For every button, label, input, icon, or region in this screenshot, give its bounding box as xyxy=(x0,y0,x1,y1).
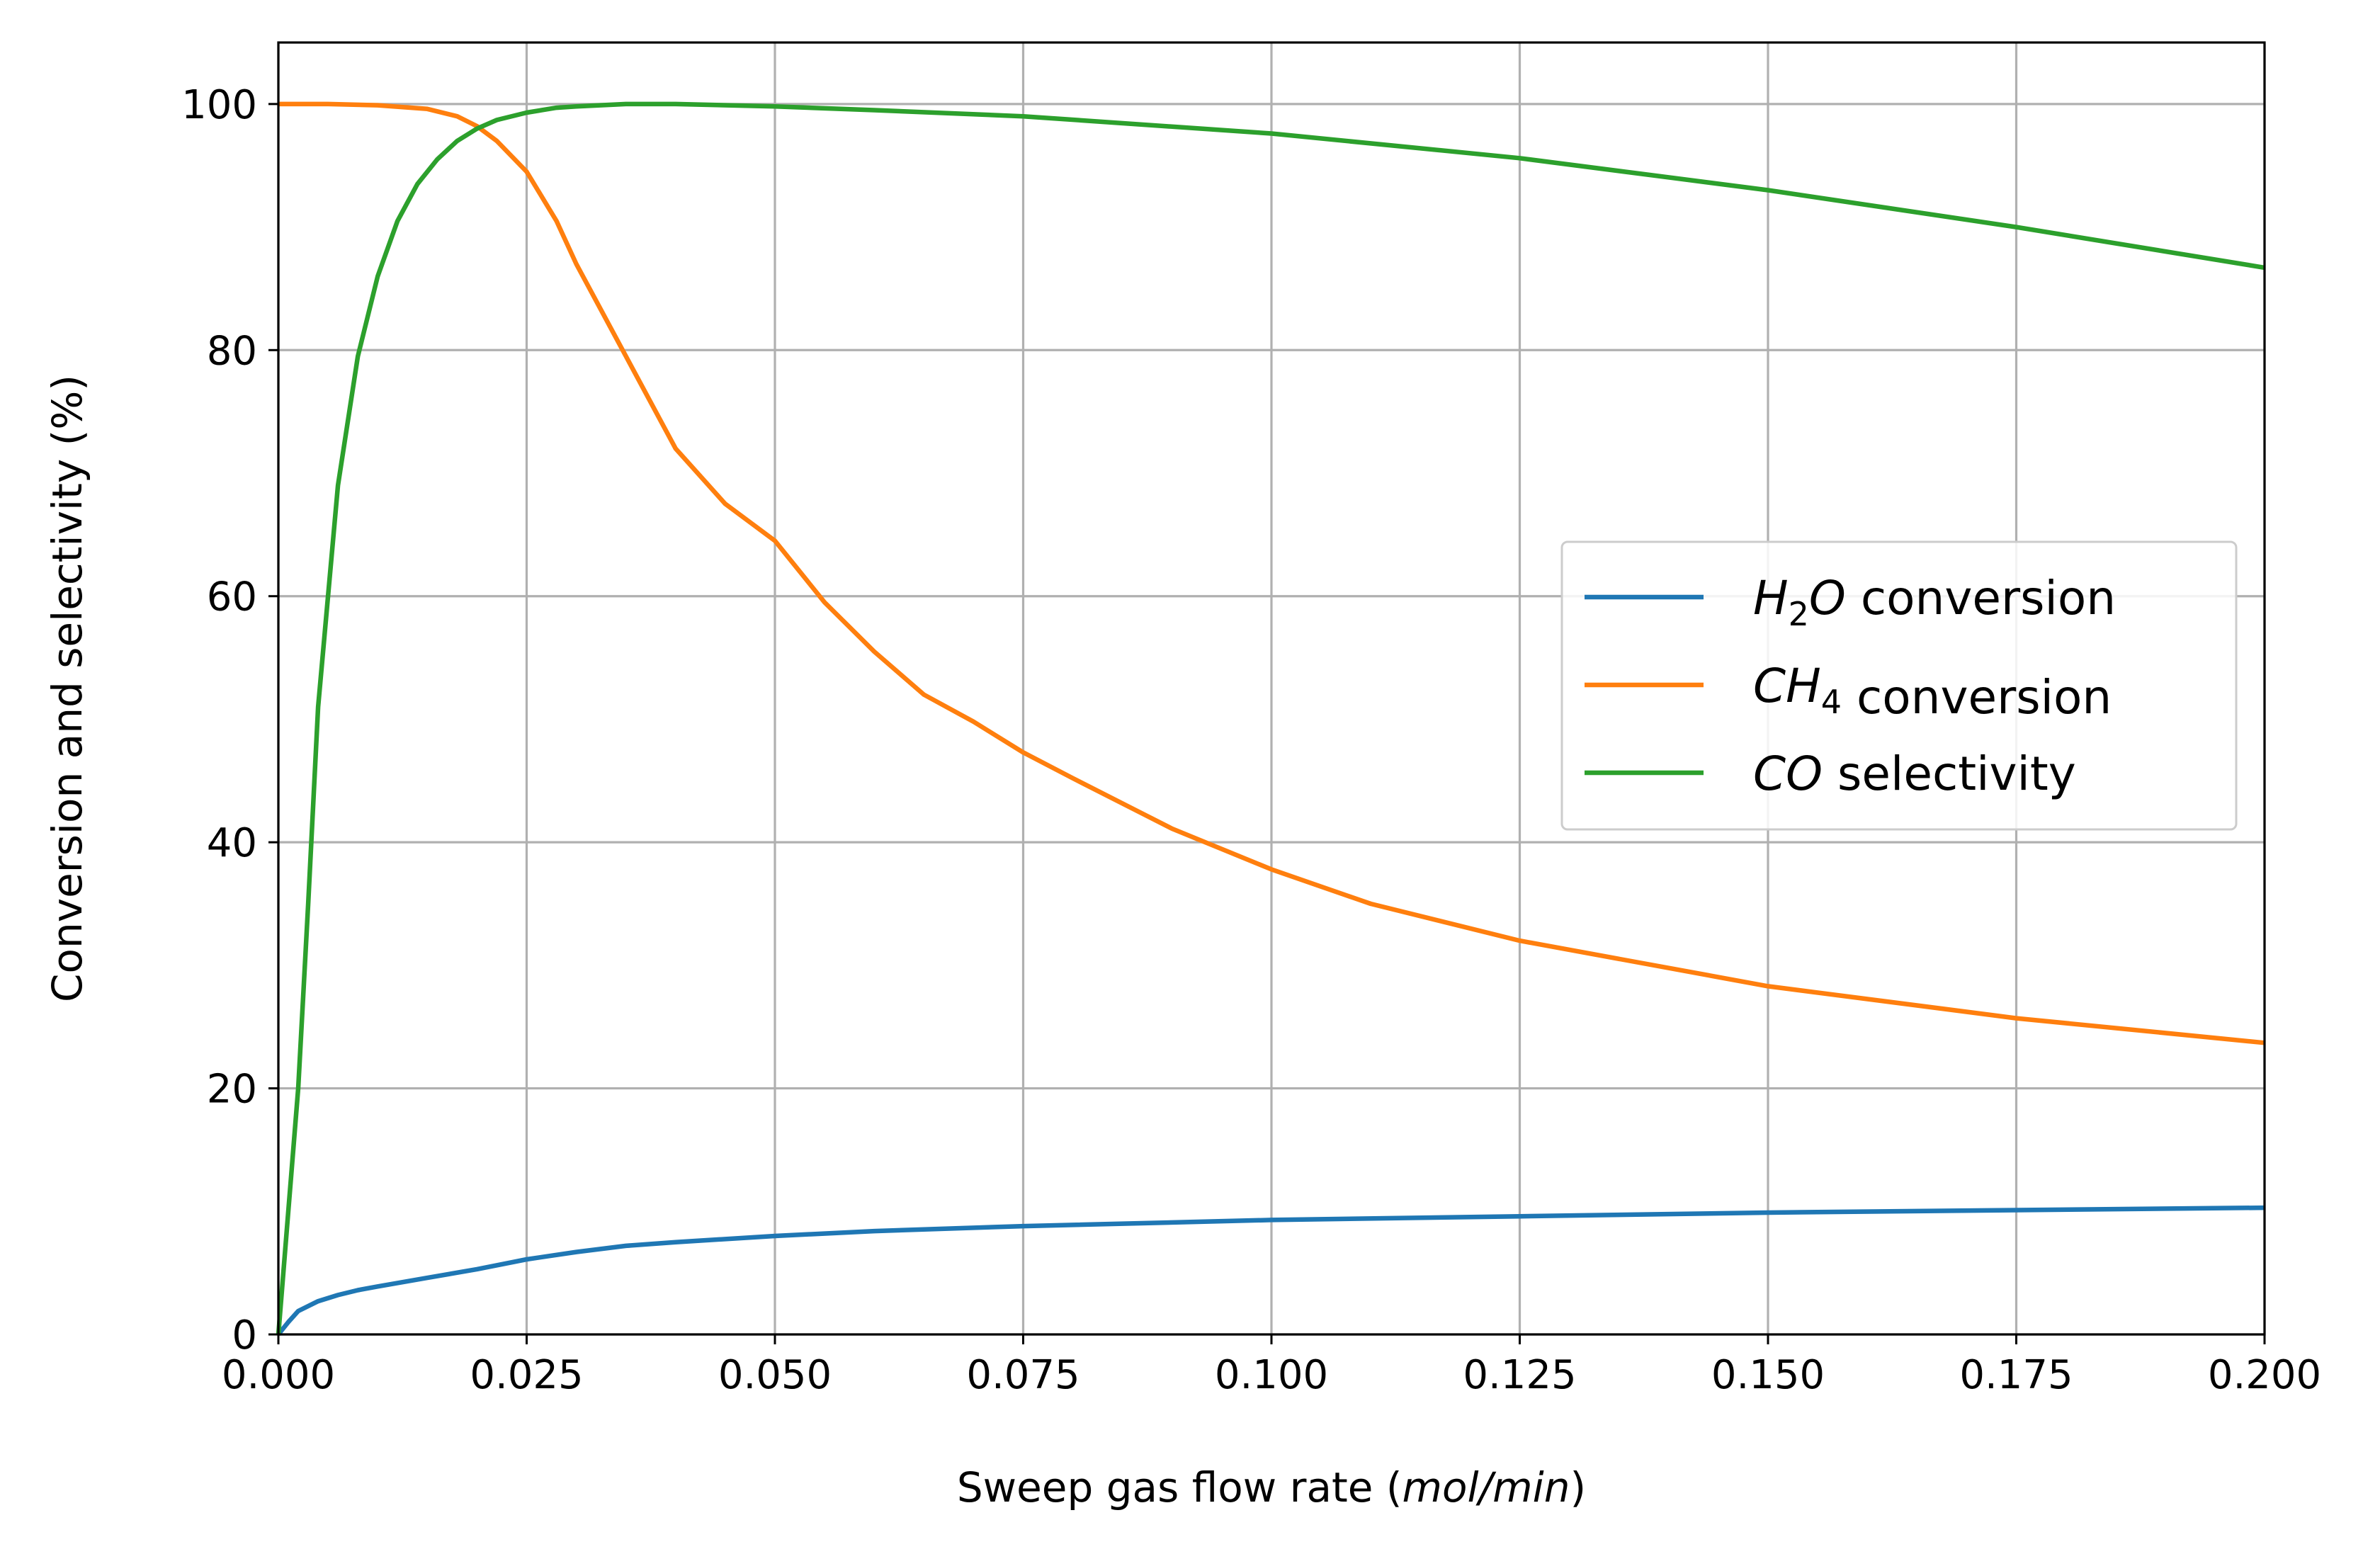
y-tick-label: 60 xyxy=(207,574,257,620)
x-axis-label: Sweep gas flow rate (mol/min) xyxy=(957,1463,1586,1512)
axes xyxy=(268,41,2266,1344)
x-tick-label: 0.000 xyxy=(222,1352,335,1398)
legend: H2O conversion CH4 conversion CO selectivi… xyxy=(1560,540,2238,831)
y-tick-label: 0 xyxy=(232,1312,257,1359)
series-line-1 xyxy=(278,101,2265,1045)
y-tick-label: 100 xyxy=(181,82,257,128)
y-tick-label: 20 xyxy=(207,1067,257,1113)
y-tick-label: 40 xyxy=(207,820,257,866)
legend-label-2: CO selectivity xyxy=(1753,747,2076,801)
x-tick-label: 0.025 xyxy=(470,1352,583,1398)
series-line-0 xyxy=(276,1205,2265,1337)
legend-box xyxy=(1560,540,2238,831)
series-line-2 xyxy=(276,101,2265,1335)
x-tick-label: 0.050 xyxy=(718,1352,832,1398)
series-lines xyxy=(276,101,2265,1337)
y-tick-label: 80 xyxy=(207,328,257,374)
x-tick-label: 0.200 xyxy=(2208,1352,2321,1398)
x-tick-label: 0.100 xyxy=(1215,1352,1328,1398)
x-tick-label: 0.125 xyxy=(1463,1352,1576,1398)
x-tick-label: 0.075 xyxy=(966,1352,1080,1398)
legend-label-0: H2O conversion xyxy=(1753,571,2116,633)
tick-labels: 0.000 0.025 0.050 0.075 0.100 0.125 0.150 0.175… xyxy=(181,82,2321,1398)
plot-frame xyxy=(277,41,2266,1336)
x-tick-label: 0.175 xyxy=(1959,1352,2073,1398)
y-axis-label: Conversion and selectivity (%) xyxy=(43,375,91,1002)
x-tick-label: 0.150 xyxy=(1711,1352,1825,1398)
legend-label-1: CH4 conversion xyxy=(1753,659,2112,725)
